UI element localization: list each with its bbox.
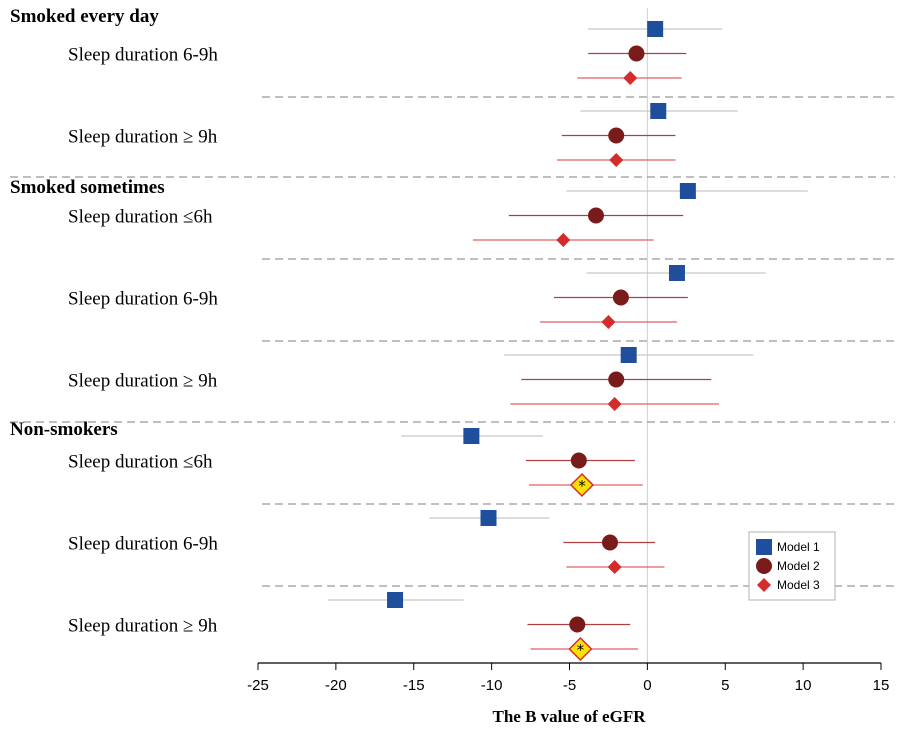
square-marker (679, 183, 696, 199)
significant-diamond-marker (569, 472, 595, 498)
legend-circle-icon (756, 558, 772, 574)
diamond-marker (623, 71, 638, 85)
circle-marker (569, 616, 586, 633)
x-axis-title: The B value of eGFR (493, 707, 647, 726)
circle-marker (628, 45, 645, 62)
group-label: Smoked sometimes (10, 177, 165, 198)
legend-label: Model 2 (777, 559, 820, 573)
x-tick-label: -10 (481, 677, 503, 694)
square-marker (647, 21, 664, 37)
significance-star: * (577, 641, 585, 659)
x-tick-label: 5 (721, 677, 729, 694)
row-label: Sleep duration ≥ 9h (68, 616, 218, 637)
diamond-marker (609, 153, 624, 167)
row-label: Sleep duration 6-9h (68, 534, 218, 555)
circle-marker (612, 289, 629, 306)
x-tick-label: -25 (247, 677, 269, 694)
square-marker (463, 428, 480, 444)
square-marker (668, 265, 685, 281)
square-marker (387, 592, 404, 608)
legend: Model 1 Model 2 Model 3 (748, 531, 836, 601)
row-label: Sleep duration ≥ 9h (68, 371, 218, 392)
square-marker (480, 510, 497, 526)
row-label: Sleep duration ≤6h (68, 207, 213, 228)
row-label: Sleep duration ≤6h (68, 452, 213, 473)
x-tick-label: 15 (873, 677, 890, 694)
diamond-marker (601, 315, 616, 329)
legend-square-icon (756, 539, 772, 555)
circle-marker (570, 452, 587, 469)
x-tick-label: 10 (795, 677, 812, 694)
row-label: Sleep duration 6-9h (68, 45, 218, 66)
x-axis: -25 -20 -15 -10 -5 0 5 10 15 (247, 662, 890, 694)
diamond-marker (607, 560, 622, 574)
circle-marker (608, 371, 625, 388)
x-tick-label: -5 (563, 677, 576, 694)
legend-diamond-icon (757, 578, 771, 592)
row-label: Sleep duration ≥ 9h (68, 127, 218, 148)
x-tick-label: 0 (643, 677, 651, 694)
circle-marker (587, 207, 604, 224)
diamond-marker (556, 233, 571, 247)
x-tick-label: -20 (325, 677, 347, 694)
square-marker (620, 347, 637, 363)
group-label: Non-smokers (10, 419, 118, 440)
legend-label: Model 3 (777, 578, 820, 592)
group-label: Smoked every day (10, 6, 159, 27)
row-label: Sleep duration 6-9h (68, 289, 218, 310)
circle-marker (608, 127, 625, 144)
diamond-marker (607, 397, 622, 411)
x-tick-label: -15 (403, 677, 425, 694)
legend-label: Model 1 (777, 540, 820, 554)
square-marker (650, 103, 667, 119)
significance-star: * (578, 477, 586, 495)
circle-marker (601, 534, 618, 551)
significant-diamond-marker (568, 636, 593, 662)
